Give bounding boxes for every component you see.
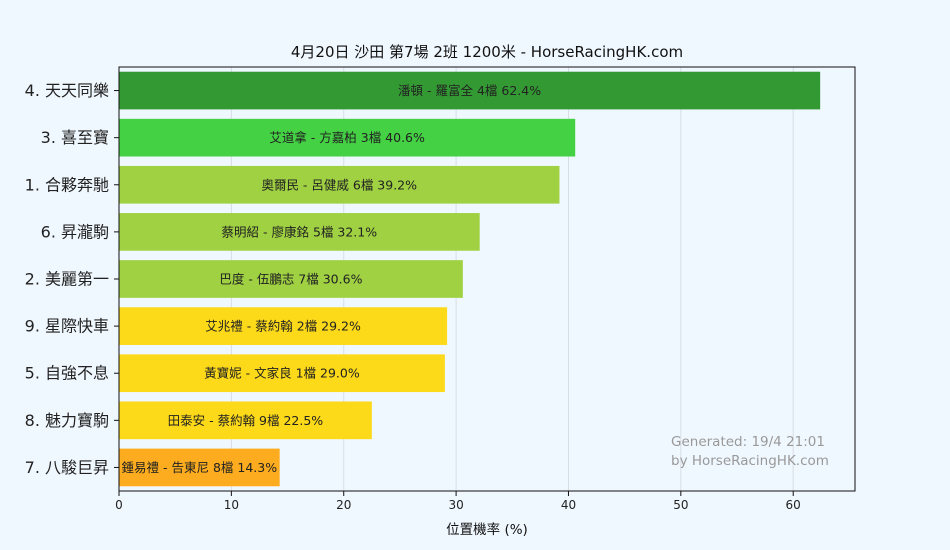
bar-3 [119,213,480,251]
bar-6 [119,354,445,393]
x-tick-label-1: 10 [224,498,239,512]
bar-label-7: 田泰安 - 蔡約翰 9檔 22.5% [168,413,324,428]
category-label-1: 3. 喜至寶 [41,128,109,147]
x-tick-label-5: 50 [673,498,688,512]
x-axis-label: 位置機率 (%) [446,521,528,538]
bar-8 [119,448,280,487]
category-label-0: 4. 天天同樂 [25,81,109,100]
bar-label-0: 潘頓 - 羅富全 4檔 62.4% [398,83,541,98]
bar-label-1: 艾道拿 - 方嘉柏 3檔 40.6% [269,130,425,145]
bar-label-8: 鍾易禮 - 告東尼 8檔 14.3% [122,460,278,475]
bar-label-4: 巴度 - 伍鵬志 7檔 30.6% [219,272,362,287]
bar-label-2: 奧爾民 - 呂健威 6檔 39.2% [261,177,417,192]
category-label-3: 6. 昇瀧駒 [41,222,109,241]
bar-5 [119,307,448,345]
bar-4 [119,260,463,298]
category-label-7: 8. 魅力寶駒 [25,411,109,430]
watermark-line-1: by HorseRacingHK.com [671,453,829,469]
category-label-4: 2. 美麗第一 [25,270,109,289]
bar-label-3: 蔡明紹 - 廖康銘 5檔 32.1% [222,224,378,239]
x-tick-label-2: 20 [336,498,351,512]
bar-1 [119,118,576,157]
bar-2 [119,165,560,204]
bar-0 [119,71,821,110]
x-tick-label-4: 40 [561,498,576,512]
chart-title: 4月20日 沙田 第7場 2班 1200米 - HorseRacingHK.co… [291,43,683,61]
category-label-5: 9. 星際快車 [25,317,109,336]
x-tick-label-6: 60 [786,498,801,512]
bar-label-5: 艾兆禮 - 蔡約翰 2檔 29.2% [205,319,361,334]
x-tick-label-3: 30 [448,498,463,512]
category-label-6: 5. 自強不息 [25,364,109,383]
axis-frame [118,66,856,492]
bar-7 [119,401,372,440]
x-tick-label-0: 0 [115,498,123,512]
bar-label-6: 黃寶妮 - 文家良 1檔 29.0% [204,366,360,381]
watermark-line-0: Generated: 19/4 21:01 [671,434,825,450]
category-label-8: 7. 八駿巨昇 [25,458,109,477]
category-label-2: 1. 合夥奔馳 [25,175,109,194]
